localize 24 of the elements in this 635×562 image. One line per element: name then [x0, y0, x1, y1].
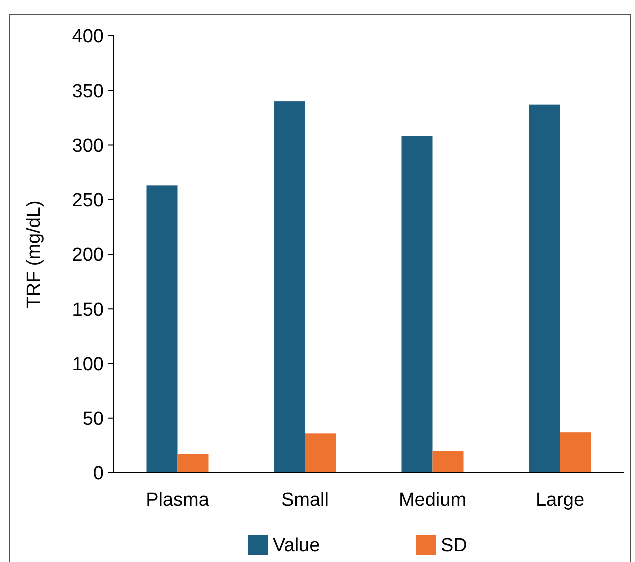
x-tick-label: Large — [536, 490, 585, 511]
bar — [560, 432, 592, 473]
bar — [432, 451, 464, 473]
x-tick-label: Medium — [398, 490, 467, 511]
bar — [305, 434, 336, 473]
y-tick-label: 300 — [72, 136, 104, 157]
bar — [146, 186, 178, 473]
y-tick-label: 100 — [72, 354, 104, 376]
bar — [529, 104, 560, 473]
x-tick-label: Plasma — [146, 490, 210, 511]
x-tick-label: Small — [281, 490, 330, 511]
y-tick-label: 50 — [82, 409, 104, 430]
y-axis-title: TRF (mg/dL) — [24, 200, 45, 308]
y-tick-label: 150 — [72, 300, 104, 321]
legend-label: SD — [441, 536, 468, 557]
bar — [274, 102, 306, 473]
y-tick-label: 200 — [72, 245, 104, 266]
bar — [178, 454, 209, 473]
y-tick-label: 350 — [72, 81, 104, 102]
legend-label: Value — [273, 536, 320, 557]
y-tick-label: 0 — [93, 464, 104, 485]
y-tick-label: 250 — [72, 190, 104, 212]
bar — [402, 136, 433, 473]
y-tick-label: 400 — [72, 26, 104, 48]
